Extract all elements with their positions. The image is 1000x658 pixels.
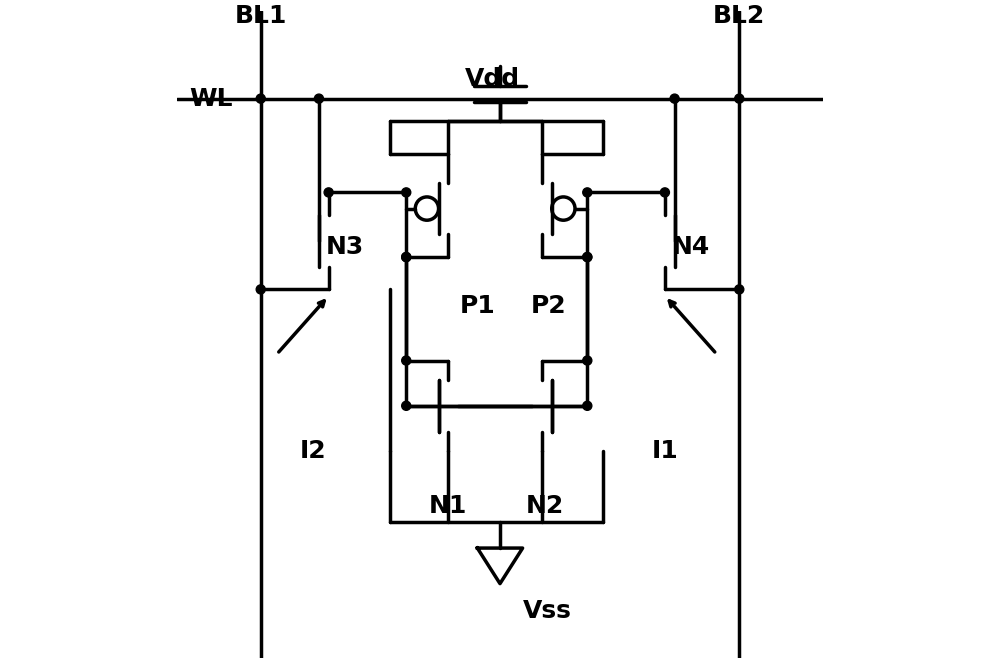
Circle shape: [256, 285, 265, 294]
Text: N3: N3: [325, 236, 364, 259]
Circle shape: [735, 94, 744, 103]
Circle shape: [402, 253, 411, 262]
Text: I1: I1: [652, 439, 679, 463]
Circle shape: [583, 356, 592, 365]
Text: WL: WL: [190, 87, 233, 111]
Circle shape: [583, 253, 592, 262]
Text: N2: N2: [526, 494, 564, 518]
Circle shape: [256, 94, 265, 103]
Text: N1: N1: [429, 494, 467, 518]
Text: BL2: BL2: [713, 3, 765, 28]
Text: P2: P2: [531, 293, 567, 318]
Circle shape: [583, 188, 592, 197]
Circle shape: [583, 401, 592, 411]
Text: Vss: Vss: [523, 599, 572, 623]
Circle shape: [583, 253, 592, 262]
Circle shape: [402, 356, 411, 365]
Circle shape: [324, 188, 333, 197]
Text: I2: I2: [300, 439, 326, 463]
Circle shape: [314, 94, 323, 103]
Circle shape: [402, 253, 411, 262]
Circle shape: [402, 188, 411, 197]
Circle shape: [735, 285, 744, 294]
Circle shape: [402, 401, 411, 411]
Text: P1: P1: [459, 293, 495, 318]
Circle shape: [660, 188, 669, 197]
Text: BL1: BL1: [235, 3, 287, 28]
Text: Vdd: Vdd: [464, 67, 520, 91]
Text: N4: N4: [671, 236, 710, 259]
Circle shape: [670, 94, 679, 103]
